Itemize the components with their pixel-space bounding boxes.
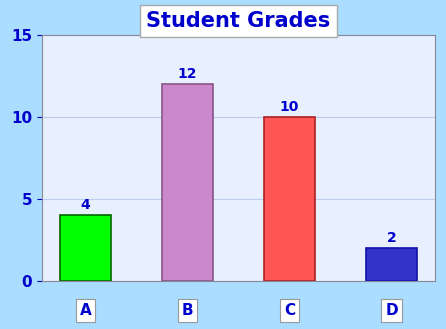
Bar (60, 215, 111, 281)
Bar (162, 85, 213, 281)
Text: A: A (79, 303, 91, 318)
Text: C: C (284, 303, 295, 318)
Bar (264, 117, 315, 281)
Text: D: D (385, 303, 398, 318)
Text: 4: 4 (80, 198, 90, 212)
Text: 12: 12 (178, 67, 197, 81)
Text: 10: 10 (280, 100, 299, 114)
Bar (366, 248, 417, 281)
Title: Student Grades: Student Grades (146, 11, 330, 31)
Text: 2: 2 (387, 231, 396, 245)
Text: B: B (182, 303, 193, 318)
